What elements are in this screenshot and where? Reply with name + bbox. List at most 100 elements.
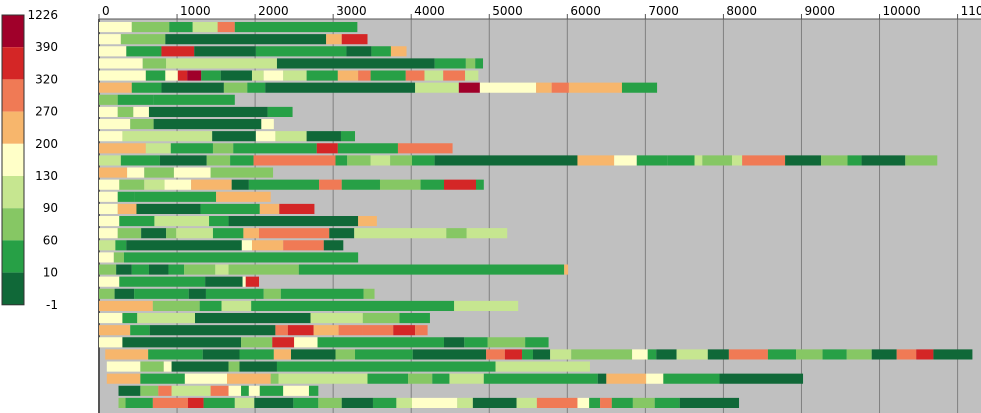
bar-segment <box>145 143 171 154</box>
bar-segment <box>217 22 235 33</box>
bar-segment <box>362 313 400 324</box>
bar-segment <box>728 349 768 360</box>
bar-segment <box>99 82 132 93</box>
bar-segment <box>577 155 615 166</box>
bar-segment <box>212 143 234 154</box>
bar-segment <box>215 264 229 275</box>
bar-segment <box>732 155 743 166</box>
bar-segment <box>241 240 252 251</box>
bar-segment <box>99 191 118 202</box>
bar-segment <box>122 131 213 142</box>
bar-segment <box>126 46 162 57</box>
bar-segment <box>443 179 476 190</box>
bar-segment <box>443 70 466 81</box>
bar-segment <box>228 216 359 227</box>
bar-segment <box>632 349 648 360</box>
bar-segment <box>278 373 368 384</box>
bar-segment <box>106 373 141 384</box>
bar-segment <box>203 397 235 408</box>
bar-row <box>99 313 430 324</box>
bar-segment <box>820 155 848 166</box>
bar-segment <box>571 349 633 360</box>
bar-segment <box>99 22 132 33</box>
bar-segment <box>106 361 141 372</box>
bar-segment <box>241 337 273 348</box>
bar-segment <box>201 70 221 81</box>
bar-segment <box>337 70 359 81</box>
bar-segment <box>165 70 178 81</box>
bar-segment <box>785 155 821 166</box>
x-tick-label: 6000 <box>570 4 601 18</box>
bar-segment <box>228 264 299 275</box>
bar-segment <box>140 385 159 396</box>
bar-segment <box>99 34 121 45</box>
bar-segment <box>251 70 264 81</box>
bar-segment <box>354 228 447 239</box>
bar-segment <box>205 276 243 287</box>
bar-segment <box>153 94 235 105</box>
bar-segment <box>239 349 274 360</box>
bar-segment <box>184 264 216 275</box>
bar-segment <box>306 131 341 142</box>
bar-segment <box>341 179 380 190</box>
bar-segment <box>158 385 172 396</box>
bar-segment <box>145 70 166 81</box>
legend-label: -1 <box>46 298 58 312</box>
bar-segment <box>233 143 317 154</box>
bar-row <box>99 22 358 33</box>
bar-segment <box>251 240 284 251</box>
bar-segment <box>133 106 149 117</box>
bar-segment <box>679 397 740 408</box>
x-tick-label: 0 <box>102 4 110 18</box>
bar-row <box>99 216 377 227</box>
bar-segment <box>99 313 123 324</box>
bar-segment <box>234 22 358 33</box>
x-tick-label: 4000 <box>414 4 445 18</box>
bar-row <box>118 397 740 408</box>
bar-segment <box>466 228 508 239</box>
bar-segment <box>117 106 134 117</box>
bar-segment <box>248 385 260 396</box>
bar-segment <box>397 143 453 154</box>
bar-segment <box>326 34 342 45</box>
bar-segment <box>371 46 391 57</box>
bar-segment <box>259 228 330 239</box>
bar-segment <box>176 228 213 239</box>
bar-segment <box>486 349 505 360</box>
bar-segment <box>405 70 425 81</box>
bar-segment <box>259 385 284 396</box>
bar-segment <box>99 264 117 275</box>
bar-segment <box>532 349 551 360</box>
bar-row <box>99 34 368 45</box>
color-legend: 1226 390 320 270 200 130 90 60 10 -1 <box>1 8 58 312</box>
bar-segment <box>216 191 271 202</box>
bar-segment <box>464 337 488 348</box>
bar-segment <box>355 349 413 360</box>
bar-segment <box>210 385 229 396</box>
bar-segment <box>916 349 934 360</box>
bar-segment <box>192 22 218 33</box>
bar-segment <box>134 288 189 299</box>
bar-segment <box>551 82 569 93</box>
bar-segment <box>335 349 356 360</box>
bar-segment <box>933 349 973 360</box>
bar-segment <box>408 373 433 384</box>
legend-swatch <box>2 208 24 241</box>
bar-segment <box>283 385 309 396</box>
bar-row <box>99 325 428 336</box>
bar-segment <box>317 337 444 348</box>
bar-segment <box>141 228 167 239</box>
bar-segment <box>487 337 526 348</box>
bar-segment <box>123 252 359 263</box>
bar-segment <box>119 216 155 227</box>
bar-segment <box>454 300 519 311</box>
bar-segment <box>199 300 222 311</box>
bar-segment <box>131 264 149 275</box>
bar-segment <box>846 349 872 360</box>
legend-swatch <box>2 15 24 48</box>
bar-segment <box>329 228 355 239</box>
bar-segment <box>283 240 324 251</box>
x-tick-label: 9000 <box>804 4 835 18</box>
bar-segment <box>231 179 249 190</box>
bar-segment <box>611 397 633 408</box>
